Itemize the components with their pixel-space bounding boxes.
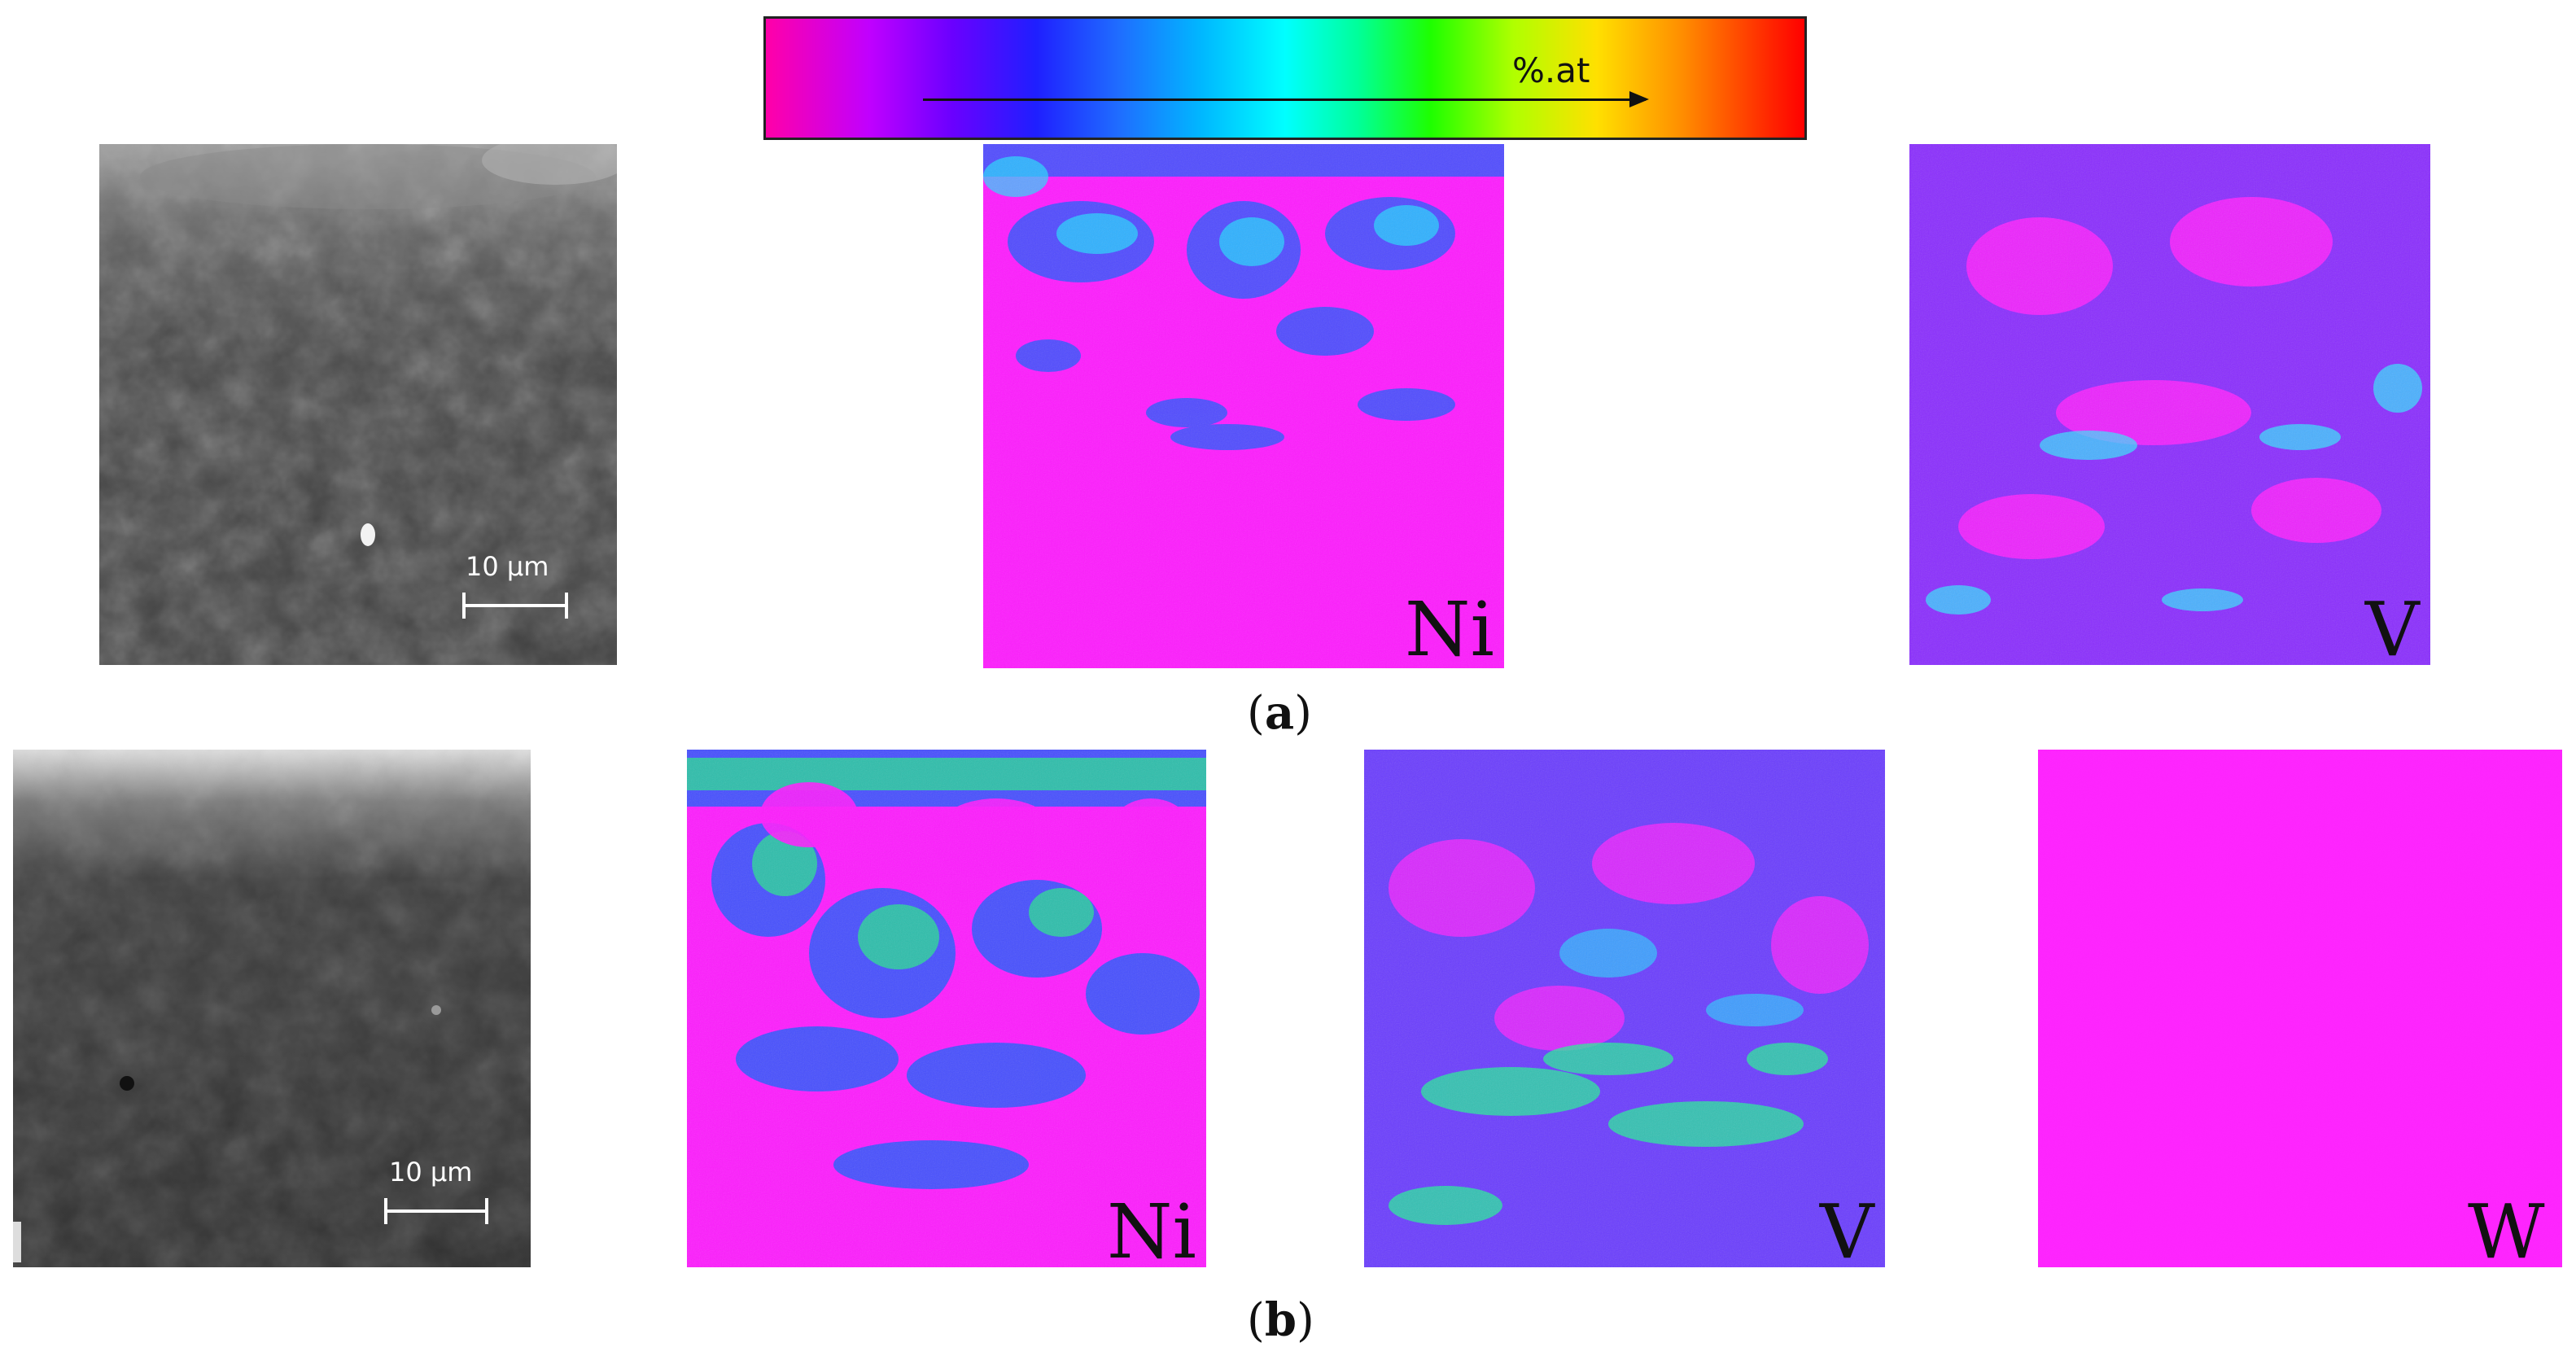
color-scale-arrow xyxy=(923,91,1649,107)
scale-bar-label-b: 10 µm xyxy=(389,1157,473,1188)
scale-bar-a xyxy=(462,593,568,619)
caption-b: (b) xyxy=(1247,1297,1314,1344)
v-map-b xyxy=(1364,750,1885,1267)
w-map-b xyxy=(2038,750,2562,1267)
caption-a: (a) xyxy=(1247,690,1312,737)
scale-bar-label-a: 10 µm xyxy=(466,551,549,582)
color-scale-bar xyxy=(763,16,1807,140)
caption-close-a: ) xyxy=(1294,687,1313,740)
sem-image-b xyxy=(13,750,531,1267)
caption-letter-b: b xyxy=(1264,1293,1297,1347)
sem-image-a xyxy=(99,144,617,665)
caption-letter-a: a xyxy=(1264,686,1295,740)
element-label-v-b: V xyxy=(1820,1188,1874,1275)
v-map-a xyxy=(1909,144,2430,665)
caption-open-b: ( xyxy=(1247,1294,1265,1347)
element-label-w-b: W xyxy=(2468,1188,2545,1275)
ni-map-a xyxy=(983,144,1504,668)
element-label-ni-a: Ni xyxy=(1405,586,1494,673)
scale-bar-b xyxy=(384,1198,488,1224)
color-scale-label: %.at xyxy=(1512,50,1590,90)
ni-map-b xyxy=(687,750,1206,1267)
element-label-ni-b: Ni xyxy=(1107,1188,1196,1275)
caption-close-b: ) xyxy=(1297,1294,1314,1347)
caption-open-a: ( xyxy=(1247,687,1265,740)
element-label-v-a: V xyxy=(2365,586,2420,673)
